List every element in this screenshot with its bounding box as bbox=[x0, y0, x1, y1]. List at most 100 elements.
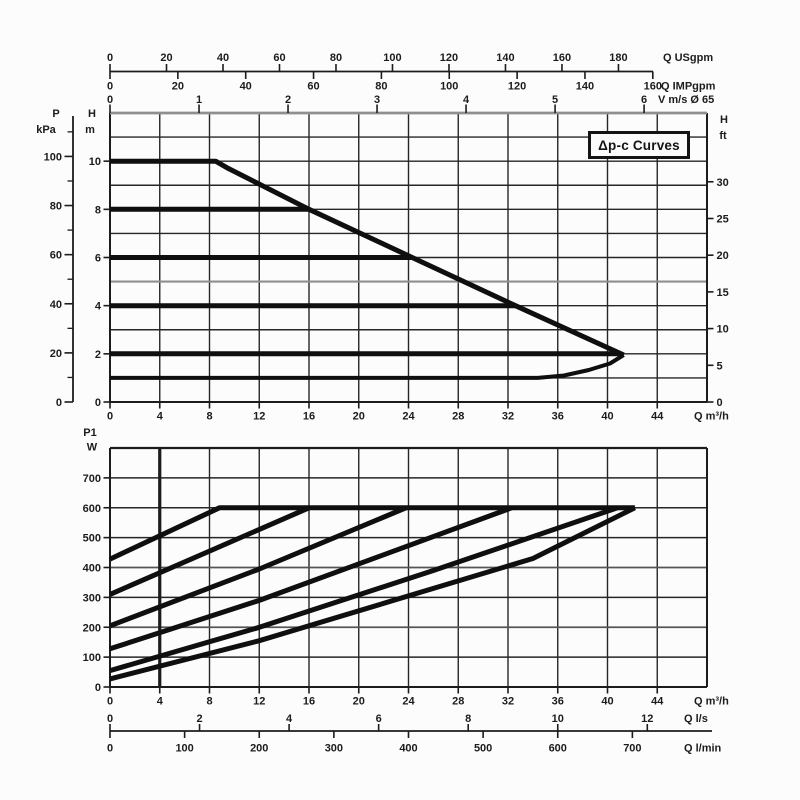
x-tick-label: 3 bbox=[374, 94, 380, 106]
x-tick-label: 180 bbox=[609, 52, 627, 64]
y-tick-label: 100 bbox=[83, 652, 101, 664]
x-tick-label: 44 bbox=[651, 411, 664, 423]
y-tick-label: 20 bbox=[50, 348, 62, 360]
x-tick-label: 40 bbox=[601, 411, 613, 423]
y-tick-label: 80 bbox=[50, 201, 62, 213]
y-tick-label: 6 bbox=[95, 253, 101, 265]
x-tick-label: 36 bbox=[552, 411, 564, 423]
x-tick-label: 100 bbox=[440, 81, 458, 93]
x-tick-label: 0 bbox=[107, 94, 113, 106]
axis-unit-label: kPa bbox=[36, 124, 56, 136]
x-tick-label: 80 bbox=[330, 52, 342, 64]
dpc-curves-annotation-box: Δp-c Curves bbox=[588, 131, 690, 159]
setpoint-2m bbox=[110, 351, 625, 358]
axis-unit-label: W bbox=[87, 442, 98, 454]
axis-unit-label: V m/s Ø 65 bbox=[658, 94, 714, 106]
head-flow-chart: 0 4 8 12 16 20 24 28 32 36 40 44 Q m³/h0246810Hm0204… bbox=[36, 52, 729, 423]
y-tick-label: 700 bbox=[83, 473, 101, 485]
x-tick-label: 0 bbox=[107, 52, 113, 64]
x-tick-label: 24 bbox=[402, 696, 415, 708]
x-tick-label: 0 bbox=[107, 411, 113, 423]
y-tick-label: 2 bbox=[95, 349, 101, 361]
y-tick-label: 25 bbox=[717, 213, 729, 225]
x-tick-label: 60 bbox=[307, 81, 319, 93]
x-tick-label: 2 bbox=[196, 713, 202, 725]
axis-unit-label: Q m³/h bbox=[694, 411, 729, 423]
x-tick-label: 200 bbox=[250, 743, 268, 755]
x-tick-label: 140 bbox=[576, 81, 594, 93]
y-tick-label: 500 bbox=[83, 533, 101, 545]
x-tick-label: 8 bbox=[206, 411, 212, 423]
axis-unit-label: m bbox=[85, 124, 95, 136]
power-10m bbox=[108, 505, 635, 562]
axis-unit-label: Q IMPgpm bbox=[661, 81, 716, 93]
x-tick-label: 100 bbox=[383, 52, 401, 64]
axis-unit-label: H bbox=[88, 108, 96, 120]
x-tick-label: 10 bbox=[552, 713, 564, 725]
axis-unit-label: P bbox=[52, 108, 59, 120]
x-tick-label: 32 bbox=[502, 696, 514, 708]
y-tick-label: 0 bbox=[56, 397, 62, 409]
x-tick-label: 0 bbox=[107, 81, 113, 93]
x-tick-label: 0 bbox=[107, 713, 113, 725]
y-tick-label: 5 bbox=[717, 360, 723, 372]
x-tick-label: 36 bbox=[552, 696, 564, 708]
x-tick-label: 4 bbox=[286, 713, 293, 725]
axis-unit-label: Q m³/h bbox=[694, 696, 729, 708]
power-8m bbox=[109, 505, 310, 597]
x-tick-label: 4 bbox=[157, 411, 164, 423]
dpc-curves-annotation-text: Δp-c Curves bbox=[598, 137, 680, 153]
power-1m bbox=[109, 505, 637, 682]
y-tick-label: 0 bbox=[95, 397, 101, 409]
y-tick-label: 0 bbox=[717, 397, 723, 409]
x-tick-label: 24 bbox=[402, 411, 415, 423]
x-tick-label: 44 bbox=[651, 696, 664, 708]
x-tick-label: 40 bbox=[240, 81, 252, 93]
axis-unit-label: Q USgpm bbox=[663, 52, 713, 64]
x-tick-label: 1 bbox=[196, 94, 202, 106]
x-tick-label: 20 bbox=[160, 52, 172, 64]
y-tick-label: 30 bbox=[717, 177, 729, 189]
axis-unit-label: ft bbox=[719, 130, 727, 142]
x-tick-label: 32 bbox=[502, 411, 514, 423]
y-tick-label: 60 bbox=[50, 250, 62, 262]
axis-unit-label: Q l/s bbox=[684, 713, 708, 725]
x-tick-label: 12 bbox=[253, 411, 265, 423]
axis-unit-label: Q l/min bbox=[684, 743, 722, 755]
x-tick-label: 100 bbox=[175, 743, 193, 755]
x-tick-label: 12 bbox=[641, 713, 653, 725]
y-tick-label: 8 bbox=[95, 204, 101, 216]
x-tick-label: 40 bbox=[601, 696, 613, 708]
x-tick-label: 140 bbox=[496, 52, 514, 64]
x-tick-label: 4 bbox=[157, 696, 164, 708]
x-tick-label: 500 bbox=[474, 743, 492, 755]
x-tick-label: 0 bbox=[107, 696, 113, 708]
x-tick-label: 6 bbox=[641, 94, 647, 106]
x-tick-label: 8 bbox=[465, 713, 471, 725]
x-tick-label: 400 bbox=[399, 743, 417, 755]
x-tick-label: 700 bbox=[623, 743, 641, 755]
y-tick-label: 40 bbox=[50, 299, 62, 311]
x-tick-label: 8 bbox=[206, 696, 212, 708]
y-tick-label: 15 bbox=[717, 287, 729, 299]
x-tick-label: 80 bbox=[375, 81, 387, 93]
y-tick-label: 20 bbox=[717, 250, 729, 262]
x-tick-label: 600 bbox=[549, 743, 567, 755]
x-tick-label: 20 bbox=[353, 411, 365, 423]
x-tick-label: 20 bbox=[353, 696, 365, 708]
y-tick-label: 400 bbox=[83, 563, 101, 575]
axis-unit-label: P1 bbox=[83, 427, 96, 439]
y-tick-label: 100 bbox=[44, 151, 62, 163]
x-tick-label: 300 bbox=[325, 743, 343, 755]
x-tick-label: 4 bbox=[463, 94, 470, 106]
y-tick-label: 200 bbox=[83, 622, 101, 634]
x-tick-label: 0 bbox=[107, 743, 113, 755]
min-speed-envelope bbox=[110, 353, 625, 380]
x-tick-label: 12 bbox=[253, 696, 265, 708]
y-tick-label: 0 bbox=[95, 682, 101, 694]
x-tick-label: 120 bbox=[508, 81, 526, 93]
y-tick-label: 300 bbox=[83, 592, 101, 604]
